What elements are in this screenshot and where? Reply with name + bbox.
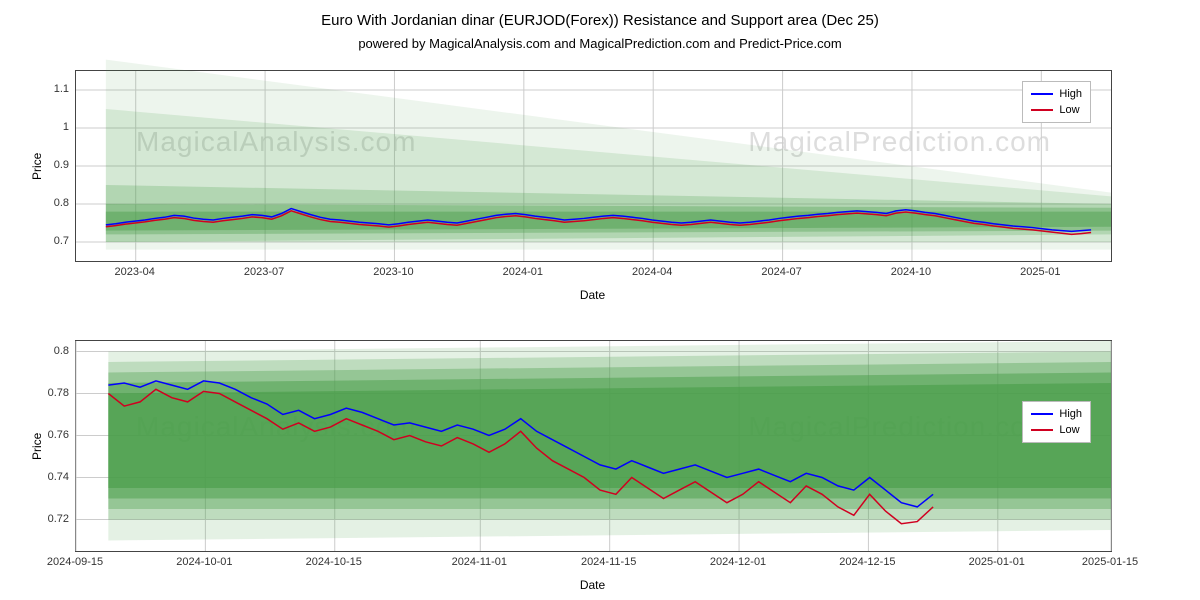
x-tick-label: 2023-04 (115, 266, 155, 278)
legend-label: High (1059, 86, 1082, 102)
y-tick-label: 0.76 (33, 429, 69, 441)
y-tick-label: 0.8 (33, 345, 69, 357)
legend-label: High (1059, 406, 1082, 422)
legend-swatch (1031, 93, 1053, 95)
y-tick-label: 1 (33, 121, 69, 133)
x-tick-label: 2025-01 (1020, 266, 1060, 278)
y-tick-label: 0.8 (33, 197, 69, 209)
top-chart-panel: MagicalAnalysis.com MagicalPrediction.co… (75, 70, 1112, 262)
legend-swatch (1031, 429, 1053, 431)
top-chart-svg (76, 71, 1111, 261)
x-tick-label: 2024-09-15 (47, 556, 103, 568)
bottom-x-axis-label: Date (75, 578, 1110, 592)
x-tick-label: 2024-01 (503, 266, 543, 278)
main-title: Euro With Jordanian dinar (EURJOD(Forex)… (0, 12, 1200, 29)
y-tick-label: 0.72 (33, 513, 69, 525)
x-tick-label: 2024-07 (761, 266, 801, 278)
x-tick-label: 2024-04 (632, 266, 672, 278)
x-tick-label: 2025-01-15 (1082, 556, 1138, 568)
x-tick-label: 2024-11-01 (452, 556, 507, 568)
top-x-axis-label: Date (75, 288, 1110, 302)
x-tick-label: 2024-12-15 (839, 556, 895, 568)
x-tick-label: 2024-10-01 (176, 556, 232, 568)
legend-item: High (1031, 406, 1082, 422)
x-tick-label: 2025-01-01 (969, 556, 1025, 568)
x-tick-label: 2024-11-15 (581, 556, 636, 568)
legend-swatch (1031, 109, 1053, 111)
y-tick-label: 0.9 (33, 159, 69, 171)
sub-title: powered by MagicalAnalysis.com and Magic… (0, 36, 1200, 51)
y-tick-label: 0.7 (33, 235, 69, 247)
x-tick-label: 2023-07 (244, 266, 284, 278)
x-tick-label: 2024-12-01 (710, 556, 766, 568)
y-tick-label: 0.74 (33, 471, 69, 483)
y-tick-label: 1.1 (33, 83, 69, 95)
bottom-chart-panel: MagicalAnalysis.com MagicalPrediction.co… (75, 340, 1112, 552)
legend-item: Low (1031, 102, 1082, 118)
legend-label: Low (1059, 422, 1079, 438)
legend-item: High (1031, 86, 1082, 102)
y-tick-label: 0.78 (33, 387, 69, 399)
figure: Euro With Jordanian dinar (EURJOD(Forex)… (0, 0, 1200, 600)
top-legend: HighLow (1022, 81, 1091, 123)
legend-swatch (1031, 413, 1053, 415)
bottom-legend: HighLow (1022, 401, 1091, 443)
x-tick-label: 2023-10 (373, 266, 413, 278)
legend-item: Low (1031, 422, 1082, 438)
x-tick-label: 2024-10-15 (306, 556, 362, 568)
x-tick-label: 2024-10 (891, 266, 931, 278)
legend-label: Low (1059, 102, 1079, 118)
bottom-chart-svg (76, 341, 1111, 551)
